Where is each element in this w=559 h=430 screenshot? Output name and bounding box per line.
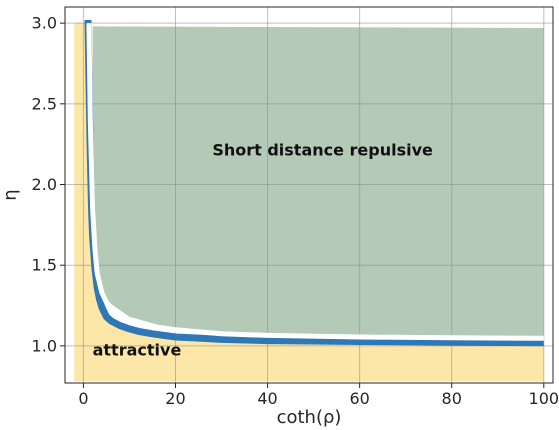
- regions-layer: [74, 23, 544, 382]
- region-1-fill: [92, 26, 544, 338]
- y-tick-label-3: 2.5: [32, 94, 57, 113]
- plot-frame: [64, 6, 554, 384]
- region-labels-layer: attractive Short distance repulsive: [93, 140, 433, 359]
- x-tick-label-3: 60: [349, 389, 369, 408]
- x-tick-label-2: 40: [257, 389, 277, 408]
- region-0-label: attractive: [93, 341, 182, 360]
- y-axis-title: η: [0, 189, 21, 200]
- x-tick-label-5: 100: [529, 389, 559, 408]
- series-1-line: [86, 23, 544, 341]
- x-tick-label-1: 20: [165, 389, 185, 408]
- y-tick-label-2: 2.0: [32, 175, 57, 194]
- y-tick-label-1: 1.5: [32, 256, 57, 275]
- y-tick-label-0: 1.0: [32, 336, 57, 355]
- series-layer: [84, 19, 544, 347]
- ticks-layer: 0 20 40 60 80 100 1.0 1.5 2.0 2.5 3.0: [32, 14, 559, 408]
- x-tick-label-0: 0: [78, 389, 88, 408]
- region-1-label: Short distance repulsive: [212, 140, 433, 159]
- x-axis-title: coth(ρ): [277, 407, 342, 428]
- y-tick-label-4: 3.0: [32, 14, 57, 33]
- grid-layer: [65, 7, 553, 383]
- x-tick-label-4: 80: [442, 389, 462, 408]
